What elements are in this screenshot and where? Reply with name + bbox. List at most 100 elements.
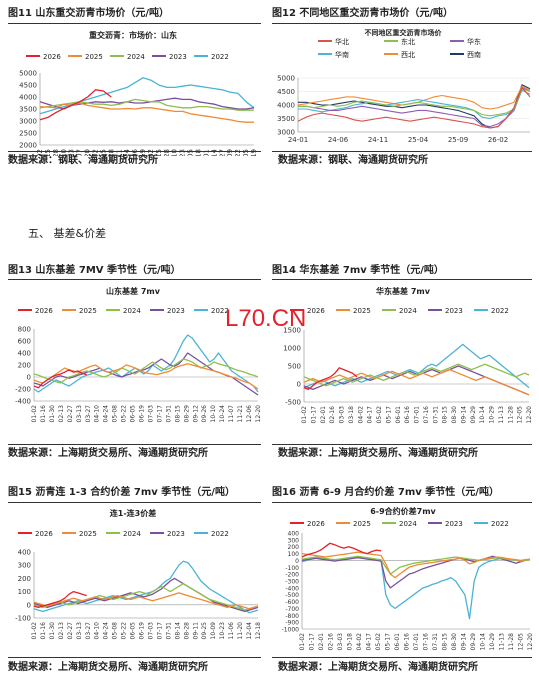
- x-tick-label: 10-29: [489, 406, 496, 424]
- y-tick-label: -300: [285, 579, 299, 586]
- y-tick-label: 2000: [19, 142, 37, 150]
- x-tick-label: 08-15: [442, 406, 449, 424]
- x-tick-label: 07-31: [165, 622, 172, 640]
- x-tick-label: 05-22: [121, 405, 128, 423]
- x-tick-label: 04-24: [103, 405, 110, 423]
- x-tick-label: 12-05: [518, 633, 525, 651]
- figure-13-rule: [8, 279, 261, 280]
- x-tick-label: 04-02: [91, 149, 99, 156]
- y-tick-label: 2500: [19, 130, 37, 138]
- x-tick-label: 01-02: [36, 149, 44, 156]
- x-tick-label: 06-05: [130, 622, 137, 640]
- x-tick-label: 07-03: [147, 622, 154, 640]
- x-tick-label: 09-25: [201, 622, 208, 640]
- x-tick-label: 09-26: [201, 405, 208, 423]
- x-tick-label: 01-16: [40, 622, 47, 640]
- x-tick-label: 01-30: [49, 405, 56, 423]
- x-tick-label: 02-16: [329, 406, 336, 424]
- legend-label: 2022: [491, 520, 509, 528]
- x-tick-label: 10-24: [219, 405, 226, 423]
- x-tick-label: 11-28: [507, 406, 514, 424]
- y-tick-label: 100: [18, 588, 31, 596]
- figure-13-bottom-rule: [8, 444, 261, 445]
- chart-title: 6-9合约价差7mv: [370, 506, 436, 516]
- y-tick-label: 5000: [19, 70, 37, 78]
- legend-label: 2023: [445, 520, 463, 528]
- x-tick-label: 04-17: [367, 406, 374, 424]
- x-tick-label: 02-01: [320, 406, 327, 424]
- y-tick-label: 200: [18, 362, 31, 370]
- x-tick-label: 09-05: [187, 149, 195, 156]
- x-tick-label: 03-03: [339, 406, 346, 424]
- x-tick-label: 05-02: [376, 406, 383, 424]
- legend-label: 2022: [211, 53, 229, 61]
- x-tick-label: 11-09: [226, 149, 234, 156]
- x-tick-label: 04-02: [357, 406, 364, 424]
- x-tick-label: 06-06: [131, 148, 139, 156]
- x-tick-label: 11-07: [228, 405, 235, 423]
- y-tick-label: -200: [15, 386, 31, 394]
- x-tick-label: 10-14: [480, 633, 487, 651]
- legend-label: 2025: [353, 307, 371, 315]
- x-tick-label: 10-27: [218, 149, 226, 156]
- x-tick-label: 07-01: [414, 406, 421, 424]
- x-tick-label: 07-02: [147, 149, 155, 156]
- x-tick-label: 08-30: [451, 633, 458, 651]
- x-tick-label: 03-27: [85, 622, 92, 640]
- figure-15-title: 图15 沥青连 1-3 合约价差 7mv 季节性（元/吨）: [8, 487, 235, 498]
- x-tick-label: 04-15: [99, 149, 107, 156]
- x-tick-label: 07-16: [423, 633, 430, 651]
- figure-13-source: 数据来源：上海期货交易所、海通期货研究所: [8, 448, 208, 459]
- x-tick-label: 04-10: [94, 622, 101, 640]
- x-tick-label: 06-05: [130, 405, 137, 423]
- x-tick-label: 09-29: [470, 406, 477, 424]
- series-line-2022: [33, 334, 259, 393]
- series-line-2022: [301, 556, 531, 620]
- x-tick-label: 05-08: [112, 622, 119, 640]
- x-tick-label: 12-19: [250, 149, 258, 156]
- legend-label: 2026: [307, 307, 325, 315]
- series-line-2025: [303, 368, 530, 396]
- x-tick-label: 01-02: [301, 406, 308, 424]
- x-tick-label: 08-15: [174, 405, 181, 423]
- x-tick-label: 07-17: [156, 622, 163, 640]
- x-tick-label: 04-28: [107, 149, 115, 156]
- x-tick-label: 12-20: [526, 406, 533, 424]
- y-tick-label: 300: [18, 562, 31, 570]
- x-tick-label: 26-02: [488, 136, 508, 144]
- x-tick-label: 11-22: [234, 149, 242, 156]
- figure-14-rule: [272, 279, 532, 280]
- x-tick-label: 06-19: [139, 149, 147, 156]
- x-tick-label: 05-11: [115, 149, 123, 156]
- x-tick-label: 09-14: [461, 633, 468, 651]
- figure-16-title: 图16 沥青 6-9 月合约价差 7mv 季节性（元/吨）: [272, 487, 499, 498]
- y-tick-label: 600: [18, 338, 31, 346]
- legend-label: 西北: [401, 51, 415, 59]
- y-tick-label: -200: [285, 572, 299, 579]
- y-tick-label: 0: [295, 558, 299, 565]
- y-tick-label: 0: [27, 601, 31, 609]
- legend-label: 2026: [307, 520, 325, 528]
- x-tick-label: 01-28: [52, 149, 60, 156]
- x-tick-label: 01-16: [40, 405, 47, 423]
- x-tick-label: 12-06: [246, 405, 253, 423]
- x-tick-label: 09-18: [195, 149, 203, 156]
- section-heading: 五、 基差&价差: [28, 227, 107, 240]
- x-tick-label: 01-17: [310, 406, 317, 424]
- x-tick-label: 10-01: [202, 149, 210, 156]
- x-tick-label: 01-30: [49, 622, 56, 640]
- x-tick-label: 12-20: [255, 405, 262, 423]
- x-tick-label: 07-16: [423, 406, 430, 424]
- figure-11-chart: 重交沥青：市场价：山东 2026 2025 2024 2023 2022 2000 2500 3…: [19, 30, 258, 156]
- figure-11-rule: [8, 23, 261, 24]
- watermark-text: L70.CN: [225, 305, 307, 332]
- y-tick-label: 400: [288, 531, 300, 538]
- legend-label: 2022: [491, 307, 509, 315]
- y-tick-label: 100: [288, 551, 300, 558]
- y-tick-label: -500: [285, 592, 299, 599]
- chart-title: 重交沥青：市场价：山东: [89, 30, 177, 40]
- x-tick-label: 08-30: [451, 406, 458, 424]
- x-tick-label: 02-16: [328, 633, 335, 651]
- y-tick-label: -700: [285, 606, 299, 613]
